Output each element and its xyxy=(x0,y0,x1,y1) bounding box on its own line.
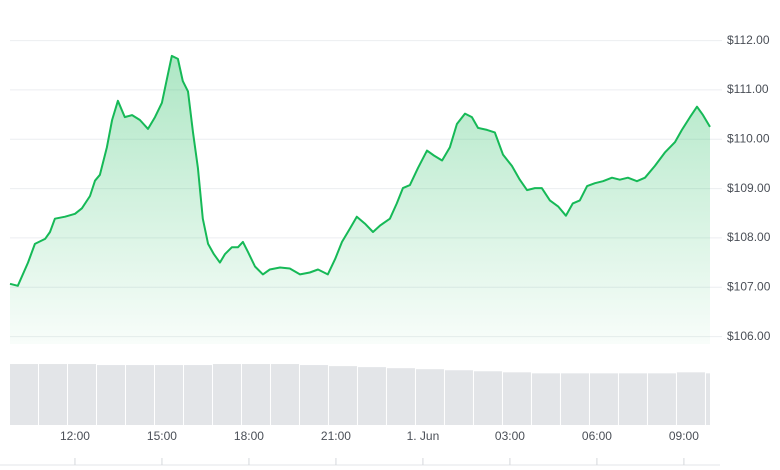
y-tick-label: $106.00 xyxy=(727,329,771,343)
x-tick-label: 1. Jun xyxy=(407,429,440,443)
volume-bar xyxy=(328,366,357,425)
y-tick-label: $109.00 xyxy=(727,181,771,195)
volume-bar xyxy=(299,365,328,425)
volume-bar xyxy=(589,373,618,425)
volume-bar xyxy=(705,373,710,425)
volume-bar xyxy=(531,373,560,425)
y-tick-label: $111.00 xyxy=(727,82,769,96)
volume-bar xyxy=(10,364,38,425)
x-tick-label: 18:00 xyxy=(234,429,264,443)
area-fill xyxy=(10,55,710,345)
y-tick-label: $108.00 xyxy=(727,230,771,244)
volume-bar xyxy=(647,373,676,425)
volume-bar xyxy=(386,368,415,425)
x-tick-label: 03:00 xyxy=(495,429,525,443)
y-tick-label: $112.00 xyxy=(727,33,770,47)
volume-bar xyxy=(502,372,531,425)
y-tick-label: $107.00 xyxy=(727,279,771,293)
volume-bar xyxy=(444,370,473,425)
volume-bar xyxy=(154,365,183,425)
price-line xyxy=(9,54,711,287)
x-tick-label: 21:00 xyxy=(321,429,351,443)
x-tick-label: 12:00 xyxy=(60,429,90,443)
x-tick-label: 15:00 xyxy=(147,429,177,443)
volume-bar xyxy=(96,365,125,425)
volume-bar xyxy=(676,372,705,425)
volume-bar xyxy=(38,364,67,425)
y-tick-label: $110.00 xyxy=(727,131,770,145)
volume-bar xyxy=(241,364,270,425)
volume-bar xyxy=(67,364,96,425)
volume-bar xyxy=(560,373,589,425)
volume-bar xyxy=(618,373,647,425)
volume-bar xyxy=(183,365,212,425)
volume-bar xyxy=(212,364,241,425)
x-tick-label: 09:00 xyxy=(669,429,699,443)
volume-bar xyxy=(125,365,154,425)
volume-bar xyxy=(270,364,299,425)
volume-bar xyxy=(415,369,444,425)
x-tick-label: 06:00 xyxy=(582,429,612,443)
volume-bar xyxy=(357,367,386,425)
volume-bar xyxy=(473,371,502,425)
